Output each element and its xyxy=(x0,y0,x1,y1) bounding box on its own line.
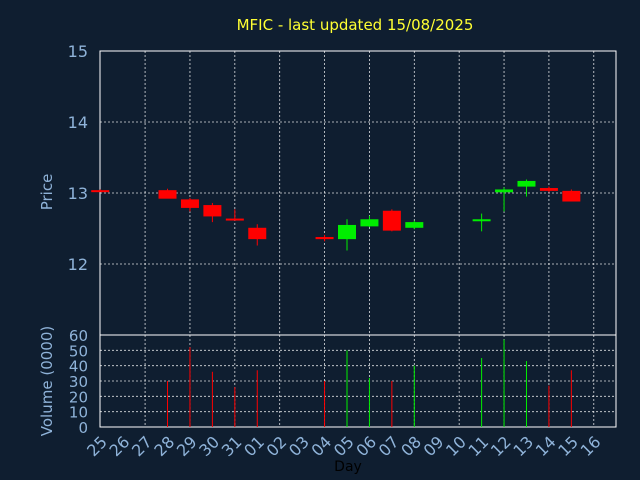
volume-tick-label: 0 xyxy=(78,419,88,437)
candle-body xyxy=(562,190,581,202)
volume-tick-label: 30 xyxy=(69,373,88,391)
volume-tick-label: 20 xyxy=(69,388,88,406)
volume-tick-label: 10 xyxy=(69,404,88,422)
candle-body xyxy=(338,224,356,240)
candle-body xyxy=(203,205,222,217)
candle-body xyxy=(360,219,379,227)
candle-body xyxy=(495,189,514,193)
price-panel: 12 13 14 15 xyxy=(68,42,617,336)
volume-tick-label: 40 xyxy=(69,358,88,376)
chart-title: MFIC - last updated 15/08/2025 xyxy=(237,16,474,34)
price-tick-label: 14 xyxy=(68,113,88,132)
candle-body xyxy=(472,219,491,222)
candle-body xyxy=(539,188,558,191)
candle-body xyxy=(315,237,334,240)
price-tick-label: 12 xyxy=(68,255,88,274)
candle-body xyxy=(180,199,199,208)
candle-body xyxy=(225,218,244,221)
price-tick-label: 13 xyxy=(68,184,88,203)
price-tick-label: 15 xyxy=(68,42,88,61)
volume-tick-label: 60 xyxy=(69,327,88,345)
candle-body xyxy=(91,190,110,193)
candle-body xyxy=(405,222,424,228)
volume-axis-label: Volume (0000) xyxy=(38,326,56,436)
candle-body xyxy=(517,180,536,187)
candle-body xyxy=(158,190,177,199)
price-axis-label: Price xyxy=(38,174,56,211)
candle-body xyxy=(248,227,267,240)
volume-tick-label: 50 xyxy=(69,342,88,360)
x-axis-label: Day xyxy=(334,459,362,475)
candle-body xyxy=(382,210,401,231)
